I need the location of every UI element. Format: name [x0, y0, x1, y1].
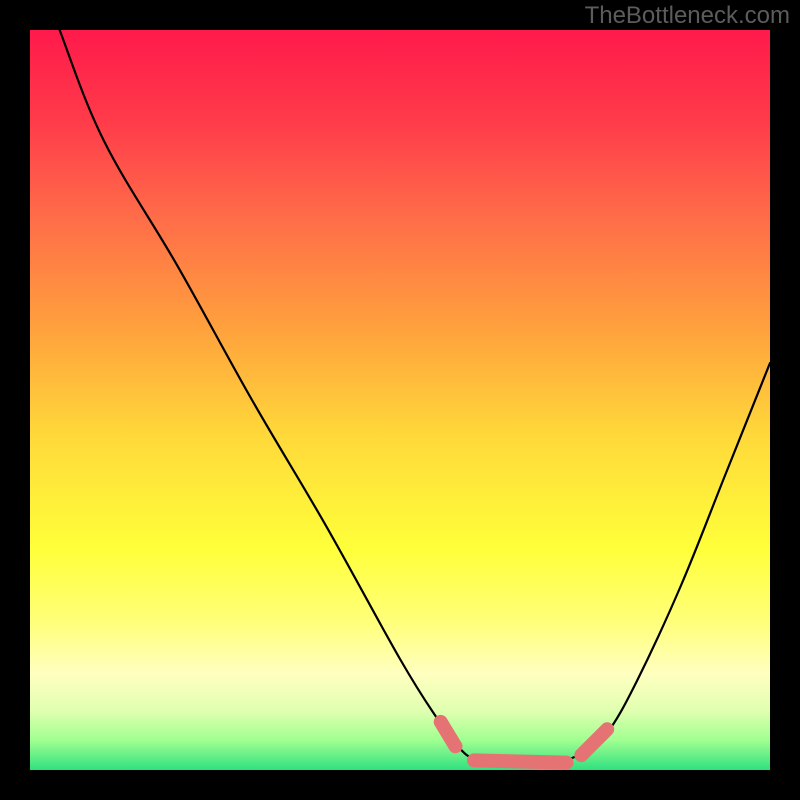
highlight-segment-0: [441, 722, 456, 746]
highlight-segment-2: [581, 729, 607, 755]
bottleneck-curve: [60, 30, 770, 765]
chart-svg: [0, 0, 800, 800]
highlight-segment-1: [474, 760, 567, 762]
chart-frame: TheBottleneck.com: [0, 0, 800, 800]
watermark-text: TheBottleneck.com: [585, 2, 790, 30]
